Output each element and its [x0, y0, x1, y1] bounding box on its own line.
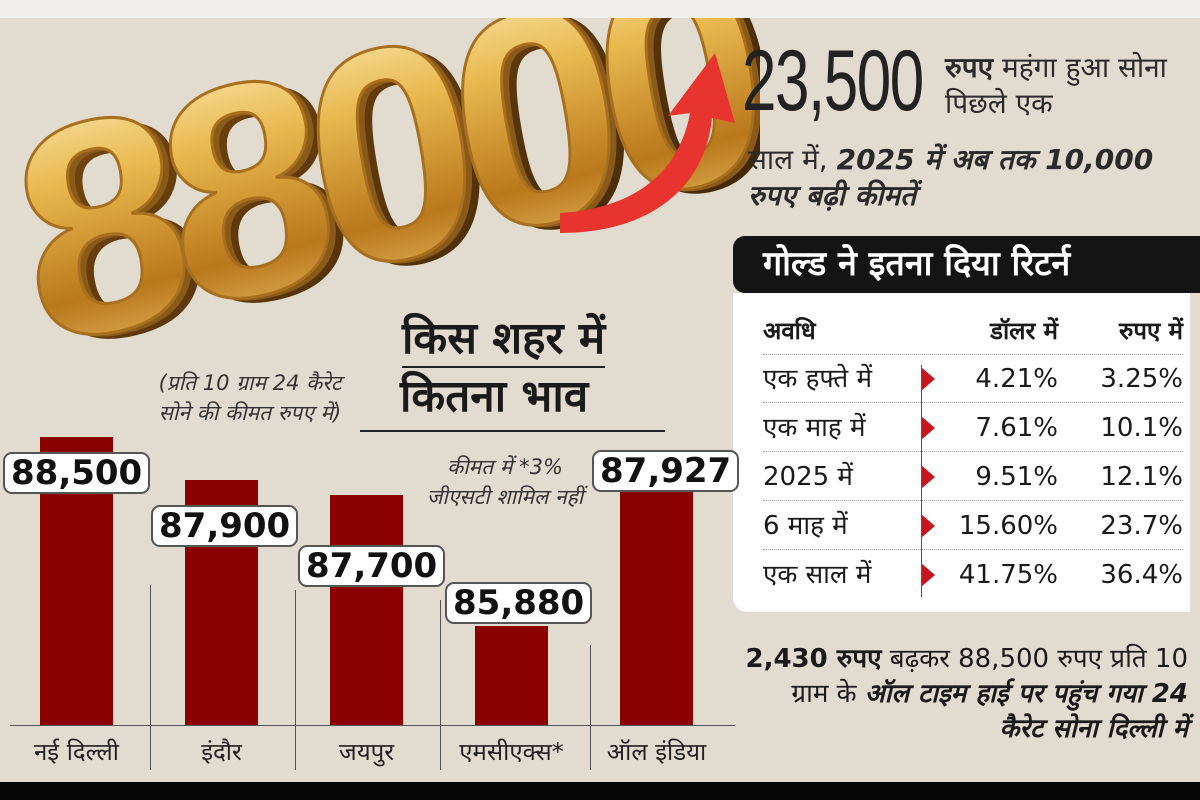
- table-row: एक हफ्ते में 4.21% 3.25%: [763, 355, 1183, 403]
- city-price-bar-chart: किस शहर में कितना भाव (प्रति 10 ग्राम 24…: [3, 312, 740, 770]
- dollar-return: 41.75%: [958, 560, 1058, 590]
- bar-value-label: 85,880: [445, 582, 593, 624]
- chart-title-line1: किस शहर में: [402, 312, 606, 368]
- dollar-return: 9.51%: [975, 462, 1058, 492]
- footer-plain: बढ़कर 88,500 रुपए प्रति 10 ग्राम के: [791, 644, 1188, 709]
- dollar-return: 7.61%: [975, 413, 1058, 443]
- bar-value-label: 87,700: [298, 545, 446, 587]
- chart-subtitle: (प्रति 10 ग्राम 24 कैरेट सोने की कीमत रु…: [158, 371, 342, 425]
- footer-bold: 2,430 रुपए: [745, 644, 882, 674]
- rupee-return: 23.7%: [1100, 511, 1183, 541]
- rupee-return: 12.1%: [1100, 462, 1183, 492]
- category-separator: [150, 585, 151, 770]
- rupee-return: 36.4%: [1100, 560, 1183, 590]
- dollar-return: 15.60%: [958, 511, 1058, 541]
- headline-rest: महंगा हुआ सोना पिछले एक: [945, 51, 1167, 120]
- title-underline: [360, 430, 665, 432]
- table-row: एक माह में 7.61% 10.1%: [763, 404, 1183, 452]
- table-divider: [921, 365, 922, 597]
- category-separator: [590, 645, 591, 770]
- table-row: 2025 में 9.51% 12.1%: [763, 453, 1183, 501]
- dollar-return: 4.21%: [975, 364, 1058, 394]
- headline-text-1: रुपए महंगा हुआ सोना पिछले एक: [945, 50, 1195, 122]
- headline-line2-bold: 2025 में अब तक 10,000 रुपए बढ़ी कीमतें: [748, 143, 1154, 212]
- period: एक हफ्ते में: [763, 364, 873, 394]
- category-label: इंदौर: [201, 738, 242, 766]
- bar-value-label: 87,927: [592, 450, 740, 492]
- triangle-marker-icon: [921, 367, 935, 391]
- bar-value-label: 87,900: [151, 505, 299, 547]
- hero-88000-graphic: 88000 88000 88000: [0, 18, 760, 398]
- table-row: एक साल में 41.75% 36.4%: [763, 551, 1183, 599]
- category-label: नई दिल्ली: [33, 738, 119, 766]
- chart-title-line2: कितना भाव: [400, 371, 589, 422]
- triangle-marker-icon: [921, 563, 935, 587]
- category-separator: [295, 590, 296, 770]
- header-dollar: डॉलर में: [990, 317, 1058, 345]
- bar: [475, 625, 548, 725]
- headline-line2-plain: साल में,: [748, 143, 837, 176]
- triangle-marker-icon: [921, 514, 935, 538]
- headline-bold: रुपए: [945, 51, 994, 84]
- triangle-marker-icon: [921, 416, 935, 440]
- headline-text-2: साल में, 2025 में अब तक 10,000 रुपए बढ़ी…: [748, 142, 1188, 214]
- returns-table-title: गोल्ड ने इतना दिया रिटर्न: [733, 236, 1200, 293]
- headline-amount: 23,500: [742, 33, 924, 129]
- table-header-row: अवधि डॉलर में रुपए में: [763, 307, 1183, 355]
- rupee-return: 10.1%: [1100, 413, 1183, 443]
- category-separator: [440, 600, 441, 770]
- gst-annotation: कीमत में *3% जीएसटी शामिल नहीं: [426, 455, 584, 509]
- period: 2025 में: [763, 462, 853, 492]
- bar-value-label: 88,500: [3, 452, 151, 494]
- bottom-bar: [0, 782, 1200, 800]
- footer-note: 2,430 रुपए बढ़कर 88,500 रुपए प्रति 10 ग्…: [740, 642, 1188, 747]
- footer-bold-italic: ऑल टाइम हाई पर पहुंच गया 24 कैरेट सोना द…: [864, 679, 1188, 744]
- rupee-return: 3.25%: [1100, 364, 1183, 394]
- category-label: एमसीएक्स*: [459, 738, 564, 766]
- triangle-marker-icon: [921, 465, 935, 489]
- bar: [620, 478, 693, 725]
- period: एक माह में: [763, 413, 866, 443]
- curved-up-arrow-icon: [560, 53, 735, 233]
- chart-baseline: [10, 725, 735, 726]
- header-period: अवधि: [763, 317, 816, 345]
- period: 6 माह में: [763, 511, 848, 541]
- period: एक साल में: [763, 560, 872, 590]
- category-label: जयपुर: [338, 738, 395, 766]
- top-strip: [0, 0, 1200, 18]
- bar: [330, 494, 403, 725]
- category-label: ऑल इंडिया: [606, 738, 707, 766]
- header-rupee: रुपए में: [1119, 317, 1183, 345]
- table-row: 6 माह में 15.60% 23.7%: [763, 502, 1183, 550]
- returns-table: अवधि डॉलर में रुपए में एक हफ्ते में 4.21%…: [733, 293, 1190, 612]
